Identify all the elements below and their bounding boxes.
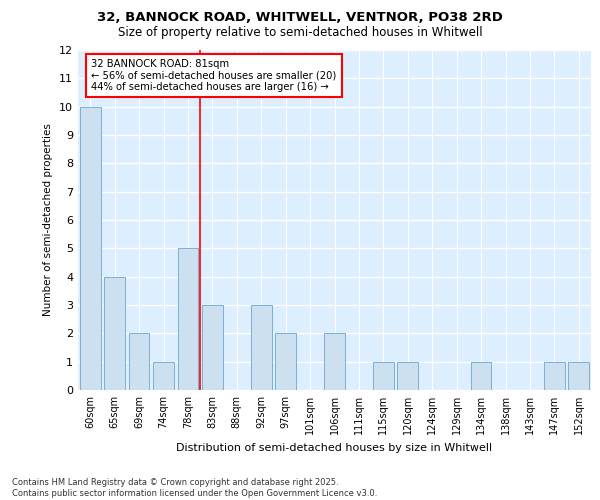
Bar: [544, 362, 565, 390]
Bar: [373, 362, 394, 390]
Bar: [397, 362, 418, 390]
Bar: [202, 305, 223, 390]
Bar: [128, 334, 149, 390]
Text: 32 BANNOCK ROAD: 81sqm
← 56% of semi-detached houses are smaller (20)
44% of sem: 32 BANNOCK ROAD: 81sqm ← 56% of semi-det…: [91, 58, 337, 92]
Bar: [251, 305, 272, 390]
Text: 32, BANNOCK ROAD, WHITWELL, VENTNOR, PO38 2RD: 32, BANNOCK ROAD, WHITWELL, VENTNOR, PO3…: [97, 11, 503, 24]
Y-axis label: Number of semi-detached properties: Number of semi-detached properties: [43, 124, 53, 316]
Bar: [568, 362, 589, 390]
Bar: [324, 334, 345, 390]
Bar: [104, 276, 125, 390]
Text: Size of property relative to semi-detached houses in Whitwell: Size of property relative to semi-detach…: [118, 26, 482, 39]
Bar: [470, 362, 491, 390]
Bar: [178, 248, 199, 390]
Bar: [275, 334, 296, 390]
Text: Contains HM Land Registry data © Crown copyright and database right 2025.
Contai: Contains HM Land Registry data © Crown c…: [12, 478, 377, 498]
Bar: [153, 362, 174, 390]
X-axis label: Distribution of semi-detached houses by size in Whitwell: Distribution of semi-detached houses by …: [176, 442, 493, 452]
Bar: [80, 106, 101, 390]
